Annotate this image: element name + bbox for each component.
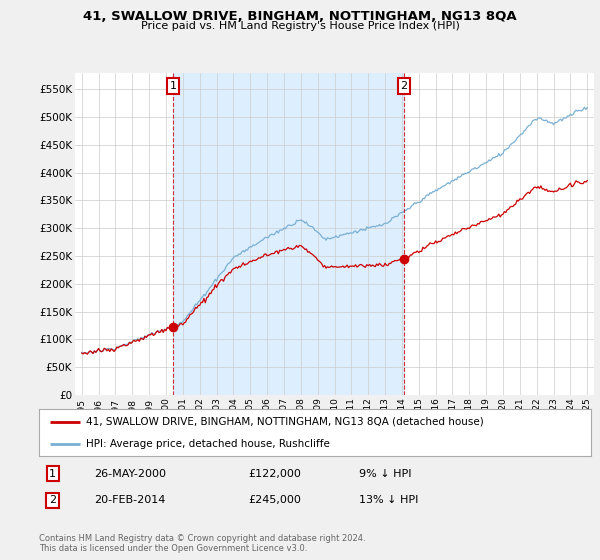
Text: Contains HM Land Registry data © Crown copyright and database right 2024.
This d: Contains HM Land Registry data © Crown c… [39, 534, 365, 553]
Text: £122,000: £122,000 [249, 469, 302, 479]
Text: 1: 1 [49, 469, 56, 479]
Text: 41, SWALLOW DRIVE, BINGHAM, NOTTINGHAM, NG13 8QA (detached house): 41, SWALLOW DRIVE, BINGHAM, NOTTINGHAM, … [86, 417, 484, 427]
Text: HPI: Average price, detached house, Rushcliffe: HPI: Average price, detached house, Rush… [86, 438, 330, 449]
Text: 41, SWALLOW DRIVE, BINGHAM, NOTTINGHAM, NG13 8QA: 41, SWALLOW DRIVE, BINGHAM, NOTTINGHAM, … [83, 10, 517, 22]
Text: 2: 2 [400, 81, 407, 91]
Text: 13% ↓ HPI: 13% ↓ HPI [359, 495, 419, 505]
Text: Price paid vs. HM Land Registry's House Price Index (HPI): Price paid vs. HM Land Registry's House … [140, 21, 460, 31]
Bar [173, 73, 404, 395]
Text: 20-FEB-2014: 20-FEB-2014 [94, 495, 166, 505]
Text: 1: 1 [170, 81, 176, 91]
Text: 2: 2 [49, 495, 56, 505]
Text: £245,000: £245,000 [249, 495, 302, 505]
Text: 26-MAY-2000: 26-MAY-2000 [94, 469, 166, 479]
Text: 9% ↓ HPI: 9% ↓ HPI [359, 469, 412, 479]
